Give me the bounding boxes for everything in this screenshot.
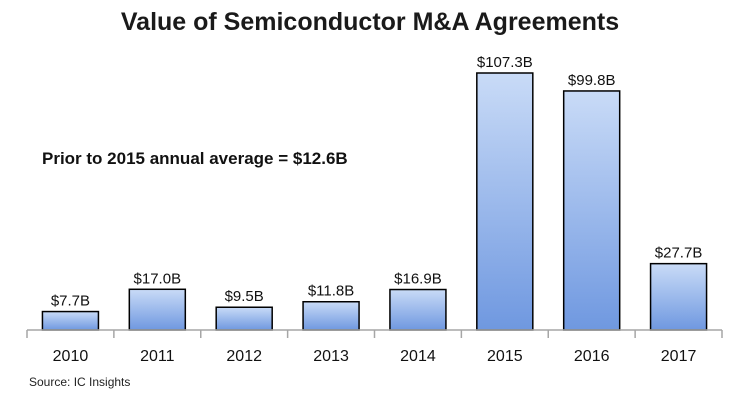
x-axis-tick-labels: 2010 2011 2012 2013 2014 2015 2016 2017 [53, 348, 697, 365]
source-note: Source: IC Insights [29, 375, 130, 389]
bars [41, 72, 708, 331]
bar-2017 [649, 262, 708, 331]
bar-2011 [128, 288, 187, 331]
bar-2013 [302, 300, 360, 331]
bar-2015 [476, 72, 534, 331]
data-label-2015: $107.3B [477, 54, 533, 71]
tick-label-2010: 2010 [53, 348, 89, 365]
bar-2016 [562, 90, 621, 331]
tick-label-2016: 2016 [574, 348, 610, 365]
data-label-2013: $11.8B [308, 283, 354, 300]
tick-label-2014: 2014 [400, 348, 436, 365]
tick-label-2013: 2013 [313, 348, 349, 365]
average-annotation: Prior to 2015 annual average = $12.6B [42, 149, 348, 168]
bar-2010 [41, 310, 100, 331]
tick-label-2017: 2017 [661, 348, 697, 365]
data-label-2016: $99.8B [568, 72, 616, 89]
chart-title: Value of Semiconductor M&A Agreements [121, 8, 619, 36]
tick-label-2015: 2015 [487, 348, 523, 365]
x-axis-ticks [26, 330, 723, 338]
bar-2014 [389, 288, 447, 331]
data-label-2014: $16.9B [394, 271, 442, 288]
data-labels: $7.7B $17.0B $9.5B $11.8B $16.9B $107.3B $99.8… [51, 54, 703, 310]
data-label-2012: $9.5B [225, 288, 264, 305]
tick-label-2012: 2012 [226, 348, 262, 365]
tick-label-2011: 2011 [140, 348, 175, 365]
data-label-2017: $27.7B [655, 245, 703, 262]
data-label-2010: $7.7B [51, 293, 90, 310]
data-label-2011: $17.0B [134, 270, 182, 287]
bar-2012 [215, 306, 273, 331]
